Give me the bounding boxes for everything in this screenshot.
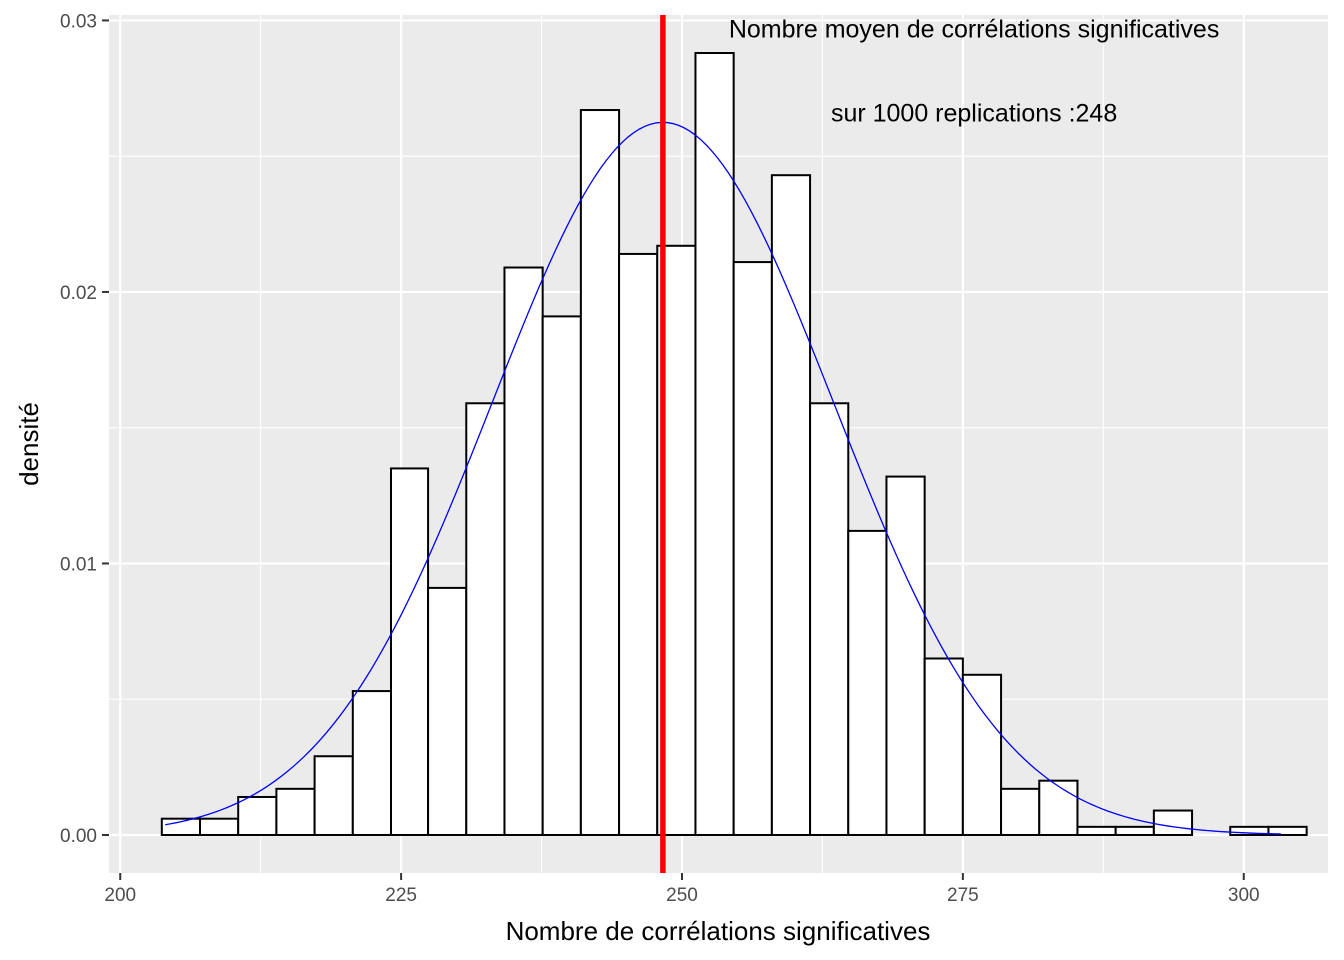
histogram-bar (885, 475, 926, 836)
histogram-bar (1152, 809, 1194, 836)
histogram-bar (770, 174, 812, 836)
y-tick-label: 0.02 (60, 283, 97, 304)
histogram-bar (618, 252, 659, 836)
x-tick-label: 300 (1228, 885, 1260, 906)
x-tick-label: 250 (666, 885, 698, 906)
histogram-bars (160, 52, 1308, 836)
histogram-bar (961, 673, 1003, 836)
annotations: Nombre moyen de corrélations significati… (729, 16, 1220, 128)
y-axis-title: densité (14, 402, 44, 486)
histogram-bar (1267, 825, 1308, 836)
histogram-bar (465, 402, 506, 836)
histogram-bar (923, 657, 964, 836)
density-curve (165, 121, 1281, 835)
histogram-bar (694, 52, 735, 836)
histogram-bar (809, 402, 850, 836)
x-axis-title: Nombre de corrélations significatives (506, 916, 931, 946)
histogram-bar (847, 529, 888, 836)
annotation-text: sur 1000 replications :248 (831, 100, 1117, 128)
y-tick-label: 0.00 (60, 826, 97, 847)
histogram-bar (313, 755, 354, 836)
x-tick-label: 225 (385, 885, 417, 906)
histogram-bar (237, 795, 278, 836)
x-tick-label: 275 (947, 885, 979, 906)
histogram-bar (541, 315, 582, 836)
histogram-bar (1038, 779, 1079, 836)
histogram-bar (732, 261, 773, 836)
histogram-bar (503, 266, 544, 836)
histogram-bar (275, 787, 316, 836)
histogram-bar (351, 690, 392, 836)
histogram-bar (1076, 825, 1117, 836)
histogram-bar (199, 817, 240, 836)
histogram-bar (1114, 825, 1155, 836)
histogram-bar (389, 467, 430, 836)
x-axis: 200 225 250 275 300 (104, 873, 1260, 906)
histogram-bar (1000, 787, 1041, 836)
annotation-text: Nombre moyen de corrélations significati… (729, 16, 1220, 44)
histogram-bar (579, 109, 621, 836)
histogram-bar (427, 586, 468, 836)
y-tick-label: 0.01 (60, 554, 97, 575)
y-axis: 0.00 0.01 0.02 0.03 (60, 11, 109, 847)
y-tick-label: 0.03 (60, 11, 97, 32)
x-tick-label: 200 (104, 885, 136, 906)
density-curve-layer (165, 121, 1281, 835)
